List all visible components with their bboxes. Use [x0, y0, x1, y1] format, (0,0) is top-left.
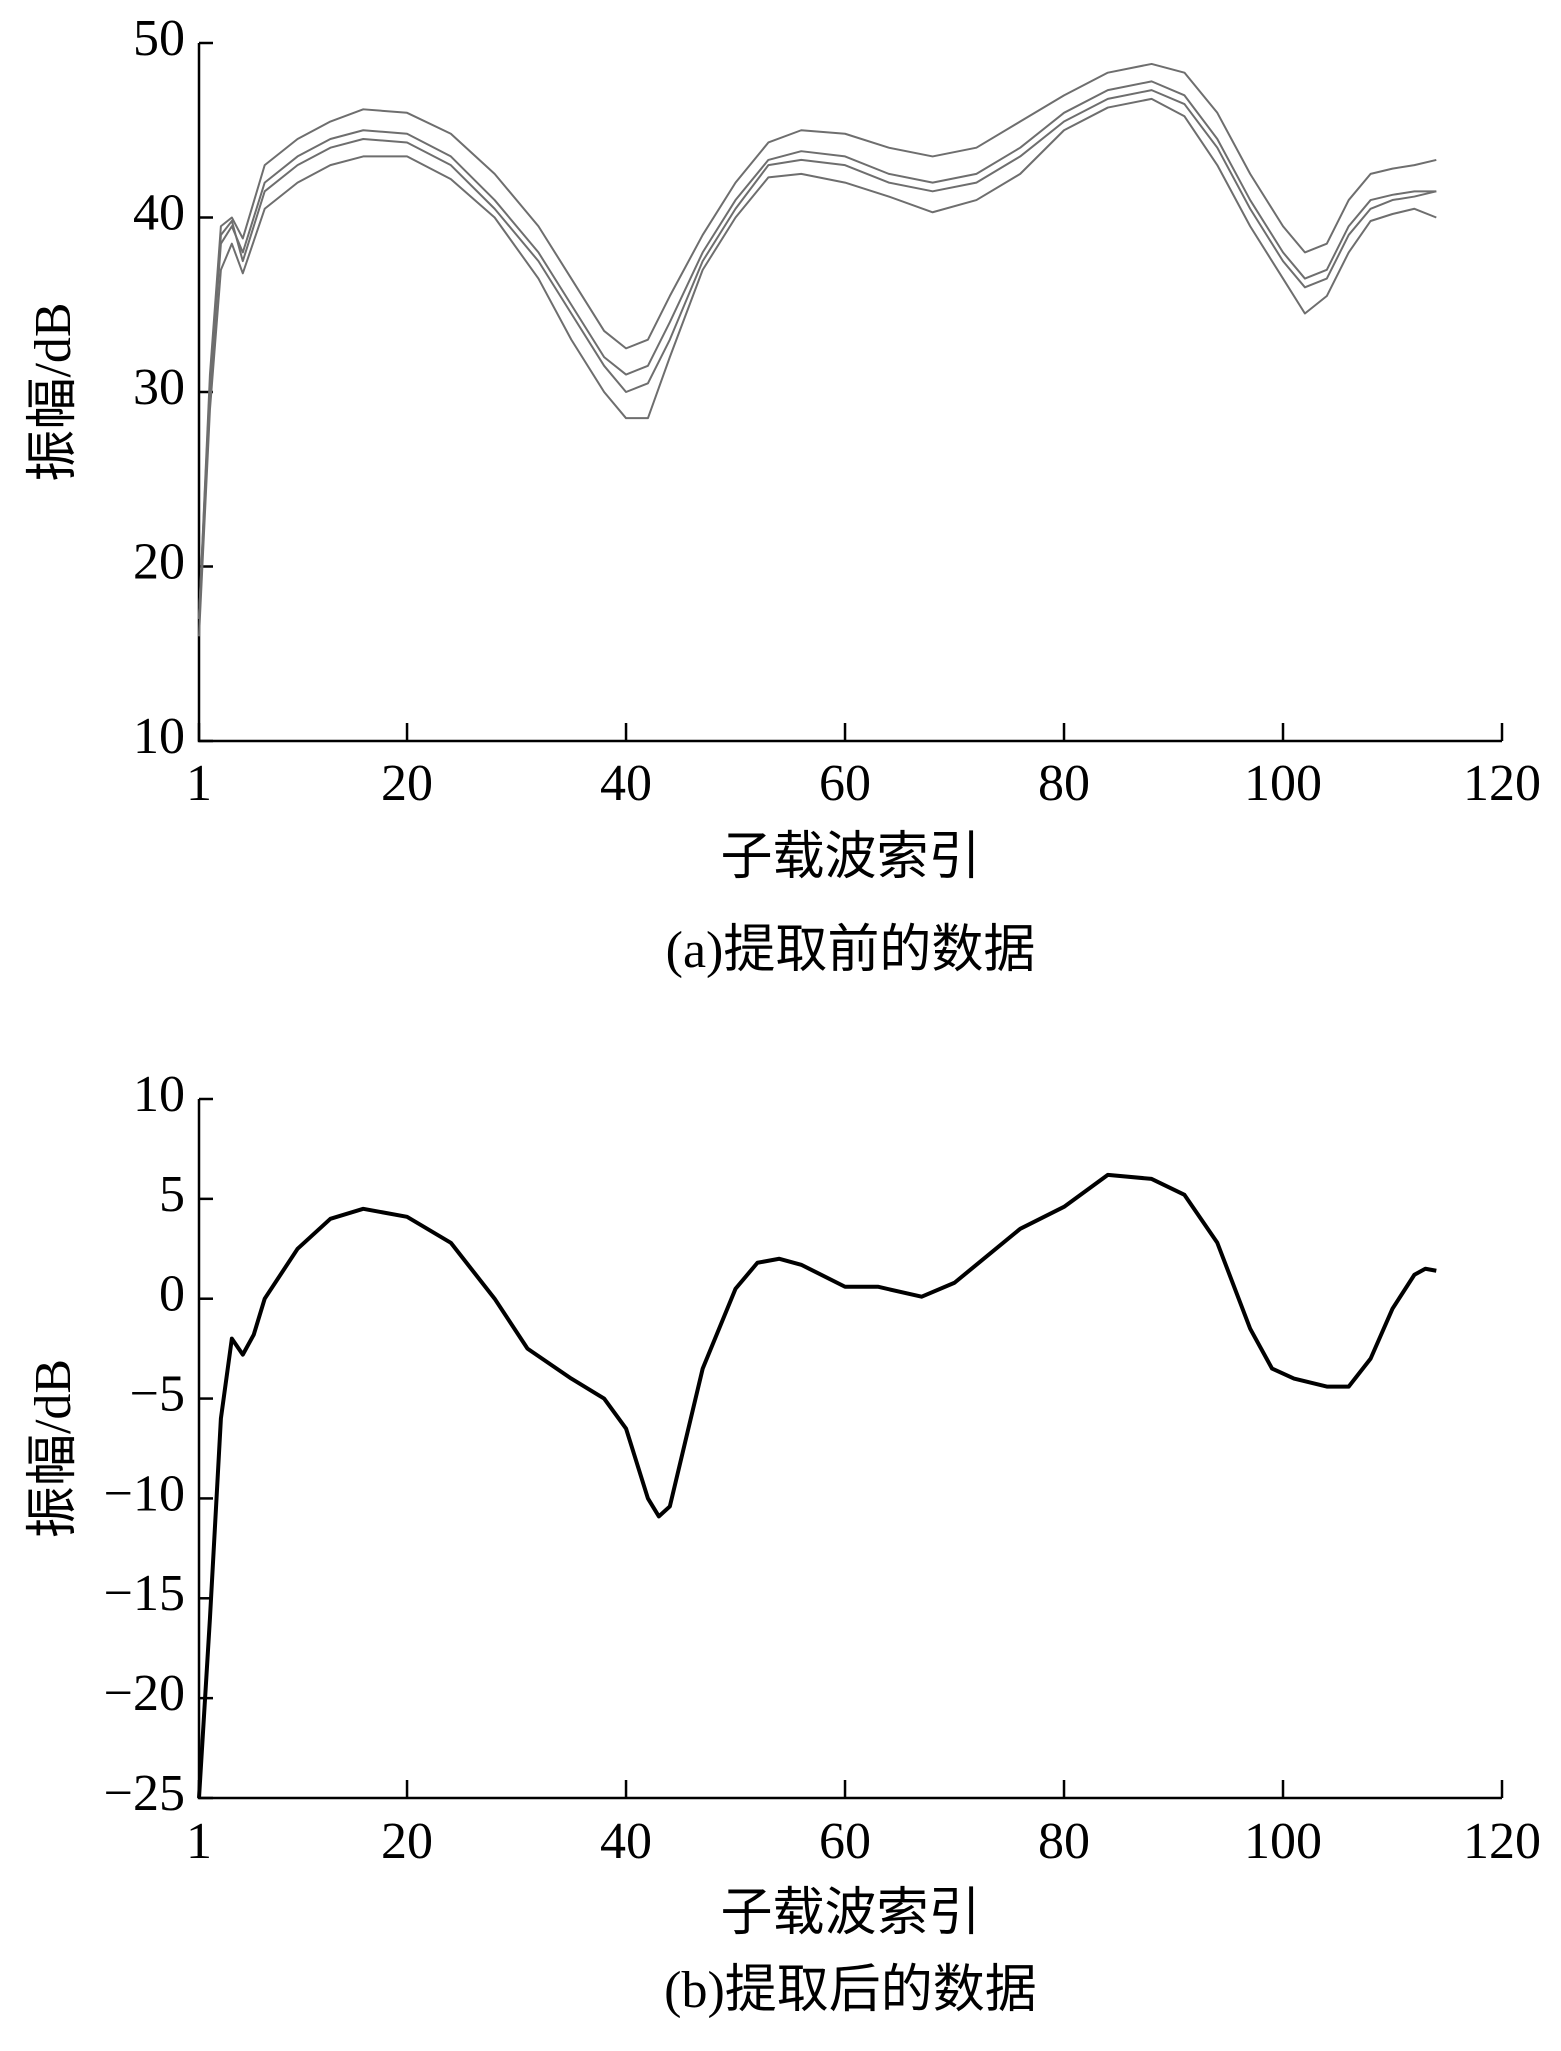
axes	[197, 1099, 1502, 1800]
x-tick-label: 60	[819, 755, 871, 812]
y-tick-label: −10	[104, 1465, 185, 1522]
y-tick-label: 50	[133, 10, 185, 67]
x-tick-label: 60	[819, 1813, 871, 1870]
y-tick-label: −5	[130, 1366, 185, 1423]
x-tick-label: 120	[1463, 1813, 1541, 1870]
y-tick-label: −25	[104, 1765, 185, 1822]
y-tick-label: 40	[133, 184, 185, 241]
data-line	[198, 80, 1437, 619]
caption: (b)提取后的数据	[664, 1962, 1037, 2019]
y-tick-label: 5	[159, 1166, 185, 1223]
data-line	[198, 97, 1437, 637]
y-tick-label: −15	[104, 1565, 185, 1622]
x-tick-label: 40	[600, 755, 652, 812]
x-tick-label: 80	[1038, 755, 1090, 812]
x-tick-label: 40	[600, 1813, 652, 1870]
x-tick-label: 100	[1244, 755, 1322, 812]
y-tick-label: 0	[159, 1266, 185, 1323]
caption: (a)提取前的数据	[666, 922, 1036, 979]
x-tick-label: 120	[1463, 755, 1541, 812]
x-tick-label: 20	[381, 1813, 433, 1870]
x-tick-label: 100	[1244, 1813, 1322, 1870]
y-tick-label: 20	[133, 533, 185, 590]
y-axis-label: 振幅/dB	[25, 302, 82, 481]
x-tick-label: 20	[381, 755, 433, 812]
data-line	[197, 1172, 1437, 1799]
x-axis-label: 子载波索引	[720, 829, 980, 886]
y-tick-label: 10	[133, 708, 185, 765]
x-tick-label: 80	[1038, 1813, 1090, 1870]
x-tick-label: 1	[186, 755, 212, 812]
x-tick-label: 1	[186, 1813, 212, 1870]
axes	[197, 43, 1502, 743]
y-axis-label: 振幅/dB	[25, 1359, 82, 1538]
data-line	[198, 62, 1437, 619]
y-tick-label: −20	[104, 1665, 185, 1722]
data-line	[198, 89, 1437, 619]
x-axis-label: 子载波索引	[720, 1885, 980, 1942]
y-tick-label: 10	[133, 1066, 185, 1123]
y-tick-label: 30	[133, 359, 185, 416]
